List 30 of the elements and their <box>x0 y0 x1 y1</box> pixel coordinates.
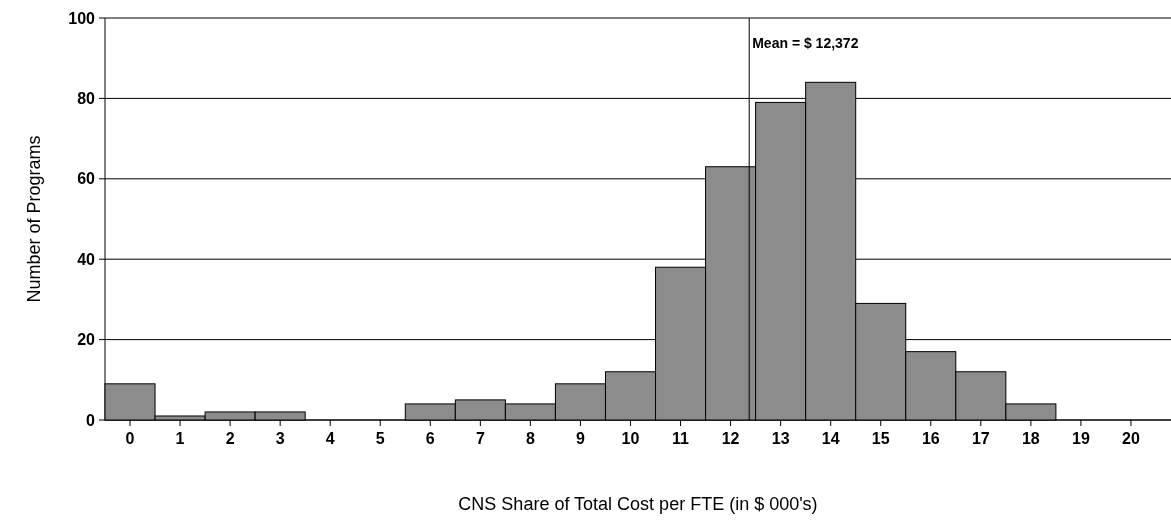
x-tick-label: 8 <box>525 430 535 447</box>
y-tick-label: 0 <box>86 411 96 429</box>
x-tick-label: 11 <box>672 430 690 447</box>
x-tick-label: 12 <box>721 430 740 447</box>
x-tick-label: 13 <box>771 430 790 447</box>
x-tick-label: 10 <box>621 430 640 447</box>
x-tick-label: 5 <box>375 430 385 447</box>
ref-line-label: Mean = $ 12,372 <box>752 35 859 51</box>
x-tick-label: 1 <box>175 430 185 447</box>
x-tick-label: 14 <box>821 430 840 447</box>
y-tick-label: 20 <box>77 331 96 349</box>
y-tick-label: 100 <box>68 9 96 27</box>
x-tick-label: 16 <box>921 430 940 447</box>
y-tick-label: 60 <box>77 170 96 188</box>
x-axis-title: CNS Share of Total Cost per FTE (in $ 000's) <box>458 494 818 514</box>
x-tick-label: 0 <box>125 430 135 447</box>
x-tick-label: 18 <box>1021 430 1040 447</box>
y-axis-title: Number of Programs <box>24 135 44 303</box>
x-tick-label: 17 <box>971 430 990 447</box>
x-tick-label: 4 <box>325 430 335 447</box>
x-tick-label: 7 <box>475 430 485 447</box>
y-tick-label: 80 <box>77 90 96 107</box>
x-tick-label: 20 <box>1122 430 1140 447</box>
x-tick-label: 9 <box>575 430 585 447</box>
x-tick-label: 15 <box>871 430 890 447</box>
x-tick-label: 19 <box>1072 430 1090 447</box>
x-tick-label: 6 <box>425 430 435 447</box>
y-tick-label: 40 <box>77 250 96 268</box>
x-tick-label: 2 <box>225 430 235 447</box>
x-tick-label: 3 <box>275 430 285 447</box>
